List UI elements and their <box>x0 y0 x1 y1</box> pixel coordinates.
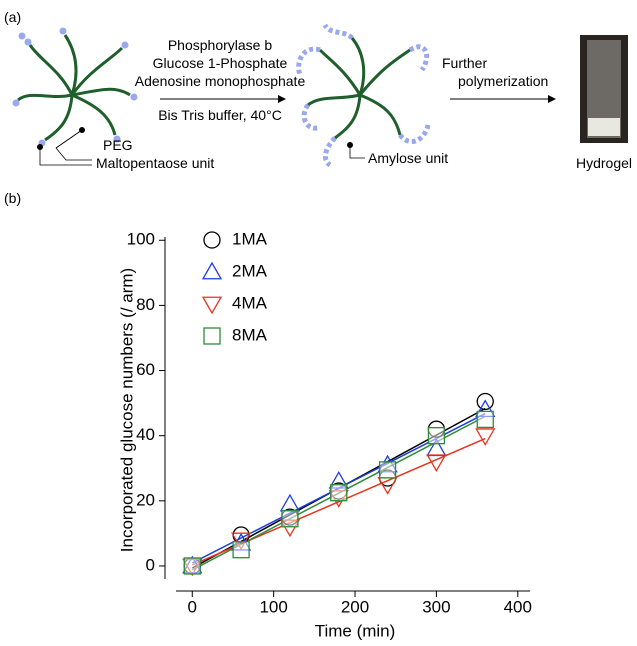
condition: Adenosine monophosphate <box>135 73 306 89</box>
panel-a: (a) PEG Maltopentaose unit Phosphorylase… <box>4 9 632 171</box>
y-tick-label: 20 <box>136 490 155 509</box>
star-polymer <box>17 34 131 142</box>
panel-label: (b) <box>4 190 21 206</box>
y-tick-label: 80 <box>136 295 155 314</box>
y-axis-label: Incorporated glucose numbers (/ arm) <box>117 268 136 552</box>
x-tick-label: 200 <box>341 597 369 616</box>
y-tick-label: 60 <box>136 360 155 379</box>
point <box>281 510 299 528</box>
point <box>232 541 250 559</box>
point <box>475 428 496 446</box>
x-axis-label: Time (min) <box>315 621 396 640</box>
x-tick-label: 400 <box>504 597 532 616</box>
y-tick-label: 0 <box>146 555 155 574</box>
legend-label: 1MA <box>232 229 268 248</box>
amylose-label: Amylose unit <box>368 150 448 166</box>
legend-marker <box>203 231 221 249</box>
y-tick-label: 40 <box>136 425 155 444</box>
legend-label: 8MA <box>232 325 268 344</box>
point <box>426 454 447 473</box>
star-polymer-grown <box>307 37 411 140</box>
pointer <box>55 129 83 149</box>
y-tick-label: 100 <box>127 230 155 249</box>
legend-label: 4MA <box>232 293 268 312</box>
panel-label: (a) <box>4 9 21 25</box>
point <box>427 427 446 445</box>
peg-label: PEG <box>103 137 133 153</box>
legend-marker <box>201 296 223 315</box>
amylose-units <box>296 23 431 168</box>
condition: Glucose 1-Phosphate <box>153 55 288 71</box>
maltopentaose-units <box>12 27 138 147</box>
polymerization-label: polymerization <box>458 73 548 89</box>
point <box>476 392 494 411</box>
legend-marker <box>201 261 223 280</box>
point <box>183 557 201 575</box>
point <box>476 410 494 429</box>
condition: Phosphorylase b <box>168 37 273 53</box>
x-tick-label: 300 <box>422 597 450 616</box>
legend-label: 2MA <box>232 261 268 280</box>
plot: 0 100 200 300 400 0 20 40 60 80 100 1MA 2MA 4MA 8MA <box>127 229 532 616</box>
further-label: Further <box>442 55 487 71</box>
legend-marker <box>203 327 221 345</box>
point <box>330 484 348 502</box>
point <box>378 461 397 479</box>
x-tick-label: 0 <box>188 597 197 616</box>
buffer-label: Bis Tris buffer, 40°C <box>158 107 282 123</box>
x-tick-label: 100 <box>259 597 287 616</box>
hydrogel-label: Hydrogel <box>576 155 632 171</box>
maltopentaose-label: Maltopentaose unit <box>96 155 214 171</box>
